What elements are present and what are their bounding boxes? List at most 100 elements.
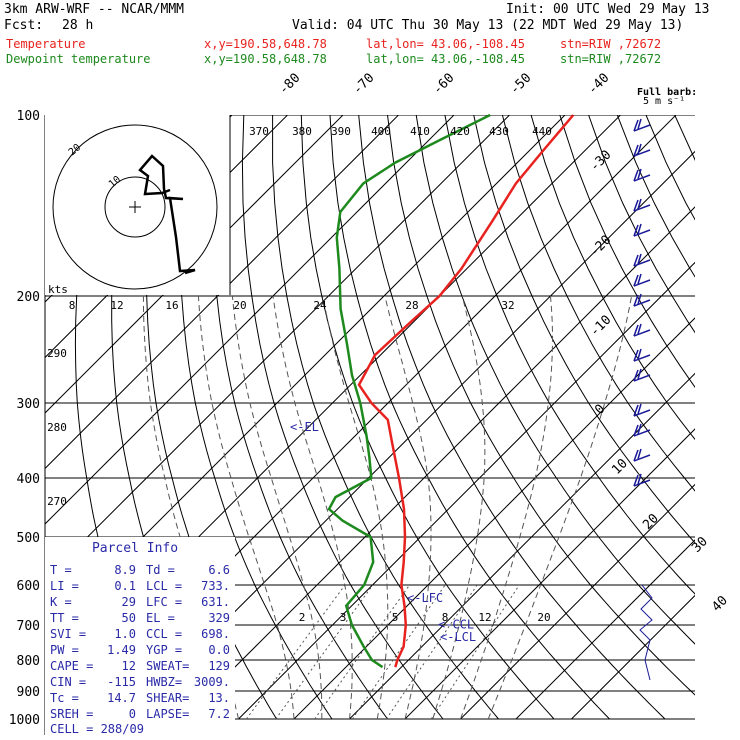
wind-barb bbox=[633, 448, 651, 462]
forecast-hours: 28 h bbox=[62, 18, 94, 33]
lower-wind-barbs bbox=[639, 584, 653, 681]
mixing-ratio-line bbox=[351, 584, 446, 720]
dry-adiabat-line bbox=[473, 115, 695, 544]
wind-barb bbox=[633, 273, 651, 287]
parcel-info-value: 50 bbox=[122, 611, 136, 625]
wind-barb-flag bbox=[633, 369, 639, 382]
parcel-info-value: 13. bbox=[208, 691, 230, 705]
isotherm-line bbox=[404, 428, 695, 720]
moist-adiabat-line bbox=[487, 295, 633, 720]
wind-barb bbox=[633, 118, 651, 132]
theta-e-label-20: 20 bbox=[233, 299, 246, 312]
wind-barbs bbox=[633, 118, 653, 681]
isotherm-label--10: -10 bbox=[587, 313, 614, 340]
temperature-profile-line bbox=[357, 114, 575, 668]
temperature-latlon: lat,lon= 43.06,-108.45 bbox=[366, 37, 525, 51]
hodograph-background bbox=[45, 115, 230, 295]
wind-barb-staff bbox=[633, 204, 651, 212]
wind-barb-flag bbox=[637, 403, 642, 415]
pressure-label-300: 300 bbox=[17, 397, 40, 412]
theta-label-270: 270 bbox=[47, 495, 67, 508]
parcel-info-label: LAPSE= bbox=[146, 707, 189, 721]
parcel-info-label: LFC = bbox=[146, 595, 182, 609]
wind-barb-staff bbox=[633, 124, 651, 132]
isotherm-line bbox=[45, 115, 455, 525]
parcel-info-value: 3009. bbox=[194, 675, 230, 689]
wind-barb-flag bbox=[633, 224, 639, 237]
storm-motion-marker bbox=[129, 201, 141, 213]
mixing-ratio-label-5: 5 bbox=[392, 611, 399, 624]
moist-adiabat-line bbox=[322, 295, 389, 720]
theta-e-label-16: 16 bbox=[165, 299, 178, 312]
parcel-info-value: 698. bbox=[201, 627, 230, 641]
isotherm-label--80: -80 bbox=[276, 71, 303, 98]
dewpoint-xy: x,y=190.58,648.78 bbox=[204, 52, 327, 66]
dry-adiabat-line bbox=[415, 115, 695, 645]
theta-e-label-8: 8 bbox=[69, 299, 76, 312]
wind-barb-flag bbox=[633, 404, 639, 417]
forecast-label: Fcst: bbox=[4, 18, 44, 33]
dry-adiabat-line bbox=[530, 115, 695, 441]
wind-barb bbox=[633, 403, 651, 417]
wind-barb-flag bbox=[637, 448, 642, 460]
isotherm-line bbox=[515, 539, 695, 720]
parcel-info-label: TT = bbox=[50, 611, 79, 625]
model-title: 3km ARW-WRF -- NCAR/MMM bbox=[4, 2, 185, 17]
dewpoint-legend: Dewpoint temperature bbox=[6, 52, 151, 66]
wind-barb-flag bbox=[633, 254, 639, 267]
dry-adiabat-line bbox=[559, 115, 695, 388]
parcel-info-label: Td = bbox=[146, 563, 175, 577]
isotherm-line bbox=[349, 372, 695, 720]
pressure-label-400: 400 bbox=[17, 472, 40, 487]
theta-e-label-28: 28 bbox=[405, 299, 418, 312]
wind-barb bbox=[633, 143, 651, 157]
barb-key-label: Full barb: bbox=[637, 87, 697, 98]
parcel-info-label: K = bbox=[50, 595, 72, 609]
parcel-info-label: SREH = bbox=[50, 707, 93, 721]
isotherm-label--60: -60 bbox=[430, 71, 457, 98]
isotherm-line bbox=[45, 115, 510, 581]
wind-barb-flag bbox=[633, 119, 639, 132]
wind-barb-flag bbox=[633, 169, 639, 182]
wind-barb bbox=[633, 348, 651, 362]
mixing-ratio-label-3: 3 bbox=[340, 611, 347, 624]
wind-barb-staff bbox=[633, 299, 651, 307]
mixing-ratio-label-8: 8 bbox=[442, 611, 449, 624]
dry-adiabat-line bbox=[300, 115, 555, 720]
wind-barb bbox=[633, 473, 651, 487]
dry-adiabat-line bbox=[588, 115, 695, 334]
dry-adiabat-line bbox=[387, 115, 695, 696]
wind-barb-flag bbox=[633, 424, 639, 437]
parcel-info-title: Parcel Info bbox=[92, 541, 178, 556]
parcel-info-value: 1.49 bbox=[107, 643, 136, 657]
moist-adiabat-line bbox=[432, 295, 486, 720]
dry-adiabat-line bbox=[241, 115, 444, 720]
dewpoint-profile-line bbox=[327, 113, 491, 669]
dry-adiabat-line bbox=[358, 115, 666, 720]
level-marker-el: <-EL bbox=[290, 420, 319, 434]
parcel-info-value: 0.0 bbox=[208, 643, 230, 657]
wind-barb bbox=[633, 198, 651, 212]
pressure-label-100: 100 bbox=[17, 109, 40, 124]
dry-adiabat-line bbox=[645, 115, 695, 221]
theta-label-390: 390 bbox=[331, 125, 351, 138]
theta-label-440: 440 bbox=[532, 125, 552, 138]
parcel-info-value: 12 bbox=[122, 659, 136, 673]
theta-e-label-32: 32 bbox=[501, 299, 514, 312]
mixing-ratio-label-2: 2 bbox=[299, 611, 306, 624]
wind-barb-staff bbox=[633, 259, 651, 267]
level-marker-lfc: <-LFC bbox=[407, 591, 443, 605]
wind-barb-flag bbox=[633, 449, 639, 462]
parcel-info-cell: CELL = 288/09 bbox=[50, 722, 144, 736]
wind-barb-flag bbox=[637, 423, 642, 435]
dry-adiabat-line bbox=[178, 115, 333, 720]
parcel-info-label: YGP = bbox=[146, 643, 182, 657]
wind-barb-flag bbox=[633, 324, 639, 337]
theta-e-label-12: 12 bbox=[110, 299, 123, 312]
dry-adiabat-line bbox=[444, 115, 695, 595]
wind-barb-staff bbox=[633, 229, 651, 237]
dry-adiabat-line bbox=[210, 115, 388, 720]
dry-adiabat-line bbox=[501, 115, 695, 492]
